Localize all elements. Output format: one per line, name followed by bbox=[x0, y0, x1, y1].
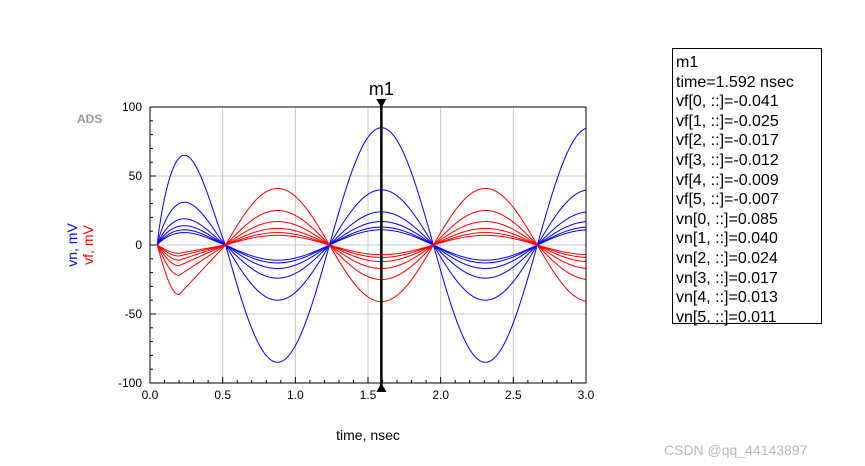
readout-line: vf[1, ::]=-0.025 bbox=[676, 112, 779, 130]
y-tick-label: 100 bbox=[122, 100, 142, 114]
readout-line: vn[5, ::]=0.011 bbox=[676, 308, 777, 326]
readout-line: vf[4, ::]=-0.009 bbox=[676, 171, 779, 189]
readout-line: vf[5, ::]=-0.007 bbox=[676, 191, 779, 209]
x-tick-label: 2.0 bbox=[432, 388, 449, 402]
readout-line: vf[2, ::]=-0.017 bbox=[676, 132, 779, 150]
x-tick-label: 0.5 bbox=[214, 388, 231, 402]
x-tick-label: 1.5 bbox=[360, 388, 377, 402]
x-tick-label: 3.0 bbox=[578, 388, 595, 402]
y-tick-label: 0 bbox=[135, 238, 142, 252]
marker-bottom-triangle[interactable] bbox=[376, 383, 387, 392]
readout-line: vf[0, ::]=-0.041 bbox=[676, 93, 779, 111]
readout-line: time=1.592 nsec bbox=[676, 73, 794, 91]
y-axis-label-vf: vf, mV bbox=[80, 225, 96, 265]
marker-label: m1 bbox=[369, 79, 394, 99]
y-tick-label: -50 bbox=[125, 307, 143, 321]
x-tick-labels: 0.0 0.5 1.0 1.5 2.0 2.5 3.0 bbox=[142, 388, 595, 402]
series-vn-0 bbox=[150, 127, 587, 363]
series-vn-1 bbox=[150, 189, 587, 301]
series-vf-6 bbox=[150, 187, 587, 303]
grid bbox=[150, 107, 586, 383]
marker-top-triangle[interactable] bbox=[376, 99, 387, 108]
x-axis-label: time, nsec bbox=[336, 427, 400, 443]
readout-line: vn[2, ::]=0.024 bbox=[676, 249, 778, 267]
readout-line: vf[3, ::]=-0.012 bbox=[676, 151, 779, 169]
x-tick-label: 1.0 bbox=[287, 388, 304, 402]
series-vf-11 bbox=[150, 234, 587, 256]
readout-line: vn[0, ::]=0.085 bbox=[676, 210, 778, 228]
marker-m1[interactable]: m1 bbox=[369, 79, 394, 392]
x-tick-label: 0.0 bbox=[142, 388, 159, 402]
series-vf-7 bbox=[150, 210, 587, 280]
readout-line: vn[4, ::]=0.013 bbox=[676, 289, 778, 307]
plot-curves bbox=[150, 127, 587, 363]
y-tick-labels: 100 50 0 -50 -100 bbox=[118, 100, 142, 390]
readout-line: vn[1, ::]=0.040 bbox=[676, 230, 778, 248]
x-tick-label: 2.5 bbox=[505, 388, 522, 402]
readout-line: m1 bbox=[676, 54, 699, 71]
watermark: CSDN @qq_44143897 bbox=[664, 442, 808, 458]
series-vn-5 bbox=[150, 229, 587, 261]
ads-tag: ADS bbox=[77, 112, 102, 126]
y-tick-label: 50 bbox=[129, 169, 143, 183]
y-axis-label-vn: vn, mV bbox=[64, 223, 80, 267]
y-tick-label: -100 bbox=[118, 376, 142, 390]
readout-line: vn[3, ::]=0.017 bbox=[676, 269, 778, 287]
